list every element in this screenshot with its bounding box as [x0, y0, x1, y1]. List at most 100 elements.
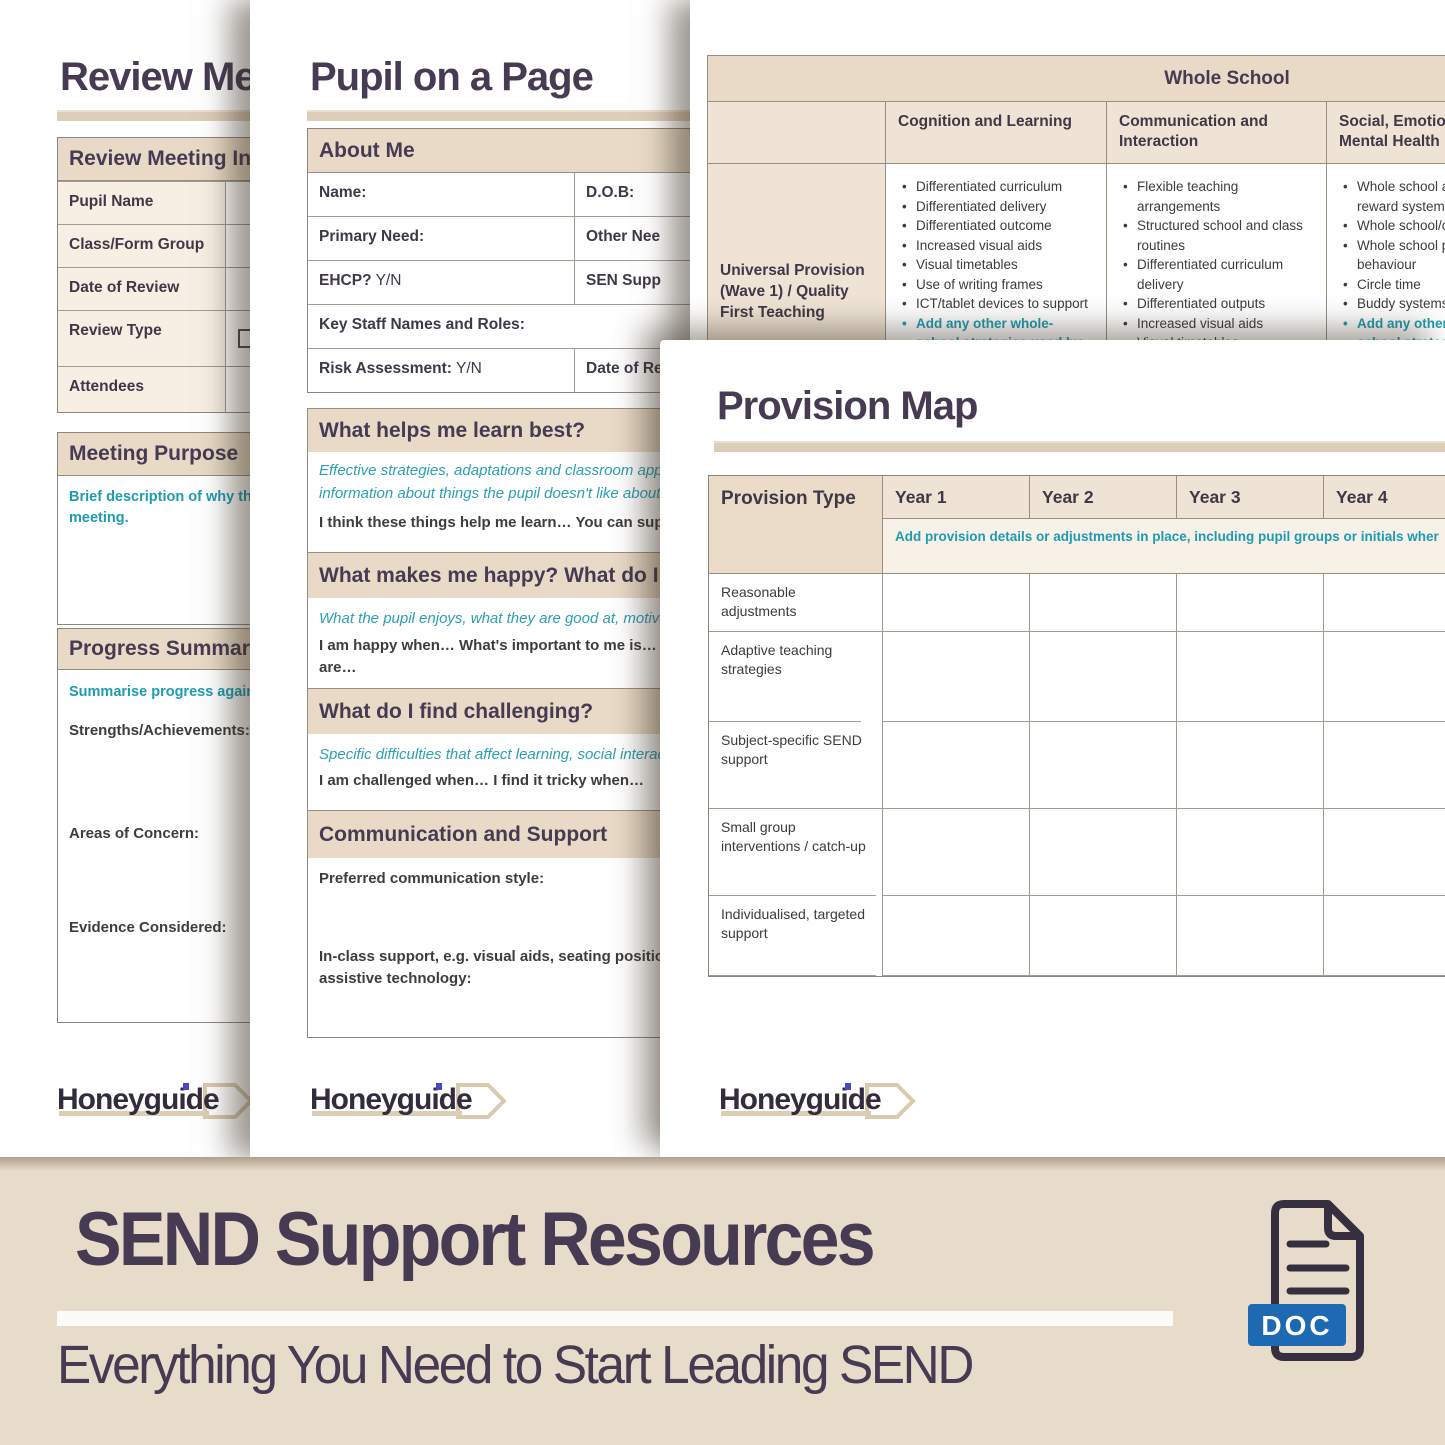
guidance-text-line: Effective strategies, adaptations and cl…	[319, 462, 676, 479]
logo-text: Honeyguide	[310, 1083, 472, 1116]
section-header: Communication and Support	[307, 810, 690, 860]
row-value-field	[225, 367, 252, 412]
section-header: What helps me learn best?	[307, 408, 690, 454]
bullet-item: Increased visual aids	[900, 236, 1102, 256]
empty-cell	[882, 809, 1029, 896]
section-body: In-class support, e.g. visual aids, seat…	[307, 936, 690, 1038]
guidance-text-line: meeting.	[69, 510, 129, 526]
bullet-line: Whole school p	[1357, 237, 1445, 253]
empty-cell	[1323, 896, 1445, 976]
guidance-text-line: Specific difficulties that affect learni…	[319, 746, 681, 763]
row-value-field	[225, 311, 252, 366]
about-me-table: About Me Name: D.O.B: Primary Need: Othe…	[307, 128, 690, 393]
prompt-text-line: are…	[319, 659, 357, 676]
meeting-purpose-box: Meeting Purpose Brief description of why…	[57, 432, 252, 625]
table-header-label: Review Meeting Info	[69, 147, 252, 170]
review-meeting-info-table: Review Meeting Info Pupil Name Class/For…	[57, 137, 252, 413]
bullet-item: Use of writing frames	[900, 275, 1102, 295]
row-header-line: (Wave 1) / Quality	[720, 283, 849, 300]
row-label: Attendees	[58, 367, 225, 412]
section-header-label: What do I find challenging?	[319, 700, 594, 723]
cell-label: Name:	[319, 184, 367, 201]
table-row: Key Staff Names and Roles:	[308, 304, 690, 348]
column-header: Social, Emotional Mental Health	[1326, 102, 1445, 164]
logo-i-dot	[183, 1083, 189, 1090]
empty-cell	[882, 632, 1029, 722]
bullet-item: Buddy systems	[1341, 294, 1445, 314]
bullet-item: Circle time	[1341, 275, 1445, 295]
field-label-line: In-class support, e.g. visual aids, seat…	[319, 948, 678, 965]
empty-cell	[1176, 574, 1323, 632]
progress-summary-box: Progress Summary Summarise progress agai…	[57, 628, 252, 1023]
banner-subtitle: Everything You Need to Start Leading SEN…	[57, 1335, 974, 1395]
bullet-list: Differentiated curriculum Differentiated…	[900, 177, 1102, 353]
empty-cell	[1323, 632, 1445, 722]
row-label: Date of Review	[58, 268, 225, 310]
table-row: Review Type	[58, 310, 252, 366]
empty-cell	[882, 896, 1029, 976]
field-label-line: assistive technology:	[319, 970, 472, 987]
table-header-label: About Me	[319, 138, 415, 162]
column-header: Cognition and Learning	[885, 102, 1106, 164]
field-label: Strengths/Achievements:	[69, 722, 250, 739]
doc-badge	[1248, 1304, 1346, 1346]
section-header: What makes me happy? What do I lik	[307, 552, 690, 600]
cell-label-bold: EHCP?	[319, 272, 372, 289]
row-label: Individualised, targeted support	[709, 896, 876, 976]
column-header: Provision Type	[709, 476, 882, 574]
column-header: Communication and Interaction	[1106, 102, 1326, 164]
section-body: Effective strategies, adaptations and cl…	[307, 452, 690, 553]
column-header-line: Social, Emotional	[1339, 113, 1445, 130]
empty-cell	[1323, 574, 1445, 632]
section-body: Preferred communication style:	[307, 858, 690, 937]
section-header-label: Progress Summary	[69, 637, 252, 660]
page-review-meeting: Review Me Review Meeting Info Pupil Name…	[0, 0, 252, 1157]
logo-underline	[59, 1111, 209, 1116]
column-header-line: Mental Health	[1339, 133, 1440, 150]
empty-cell	[882, 574, 1029, 632]
column-header-empty	[708, 102, 885, 164]
cell-label: Key Staff Names and Roles:	[319, 316, 525, 333]
row-label: Reasonable adjustments	[709, 574, 882, 632]
page-pupil-on-a-page: Pupil on a Page About Me Name: D.O.B: Pr…	[250, 0, 690, 1157]
guidance-text-line: What the pupil enjoys, what they are goo…	[319, 610, 684, 627]
bullet-line: behaviour	[1357, 257, 1417, 272]
bullet-line: reward system	[1357, 198, 1445, 214]
row-value-field	[225, 182, 252, 224]
cell-label-plain: Y/N	[375, 272, 402, 289]
bullet-item: Differentiated outputs	[1121, 294, 1317, 314]
logo-text: Honeyguide	[719, 1083, 881, 1116]
doc-badge-label: DOC	[1261, 1310, 1332, 1341]
cell-label: D.O.B:	[574, 173, 690, 216]
field-label: Preferred communication style:	[319, 870, 545, 887]
bullet-item: Differentiated curriculum	[900, 177, 1102, 197]
title-underline	[57, 110, 252, 121]
banner-title: SEND Support Resources	[75, 1197, 876, 1282]
cell-label-bold: Risk Assessment:	[319, 360, 452, 377]
section-body: What the pupil enjoys, what they are goo…	[307, 598, 690, 689]
bullet-item: Differentiated outcome	[900, 216, 1102, 236]
bullet-item: Whole school p behaviour	[1341, 236, 1445, 275]
table-row: Risk Assessment: Y/N Date of Re	[308, 348, 690, 392]
provision-map-table: Provision Type Year 1 Year 2 Year 3 Year…	[708, 475, 1445, 977]
bullet-list: Flexible teaching arrangements Structure…	[1121, 177, 1317, 353]
bullet-item: Whole school/c	[1341, 216, 1445, 236]
empty-cell	[1323, 722, 1445, 809]
section-header: What do I find challenging?	[307, 688, 690, 736]
section-body: Summarise progress agains Strengths/Achi…	[58, 670, 252, 1022]
honeyguide-logo: Honeyguide	[57, 1083, 252, 1119]
section-header-label: What helps me learn best?	[319, 419, 586, 442]
column-header: Year 3	[1176, 476, 1323, 519]
bullet-item: Structured school and class routines	[1121, 216, 1317, 255]
section-header-label: Communication and Support	[319, 823, 608, 846]
prompt-text-line: I think these things help me learn… You …	[319, 514, 682, 531]
table-row: Pupil Name	[58, 181, 252, 224]
logo-i-dot	[845, 1083, 851, 1090]
page-title: Review Me	[60, 55, 252, 99]
row-label: Adaptive teaching strategies	[709, 632, 861, 722]
cell-label: SEN Supp	[574, 261, 690, 304]
bullet-line: Whole school a	[1357, 179, 1445, 194]
cell-label: Primary Need:	[319, 228, 425, 245]
title-underline	[714, 441, 1445, 452]
empty-cell	[1323, 809, 1445, 896]
